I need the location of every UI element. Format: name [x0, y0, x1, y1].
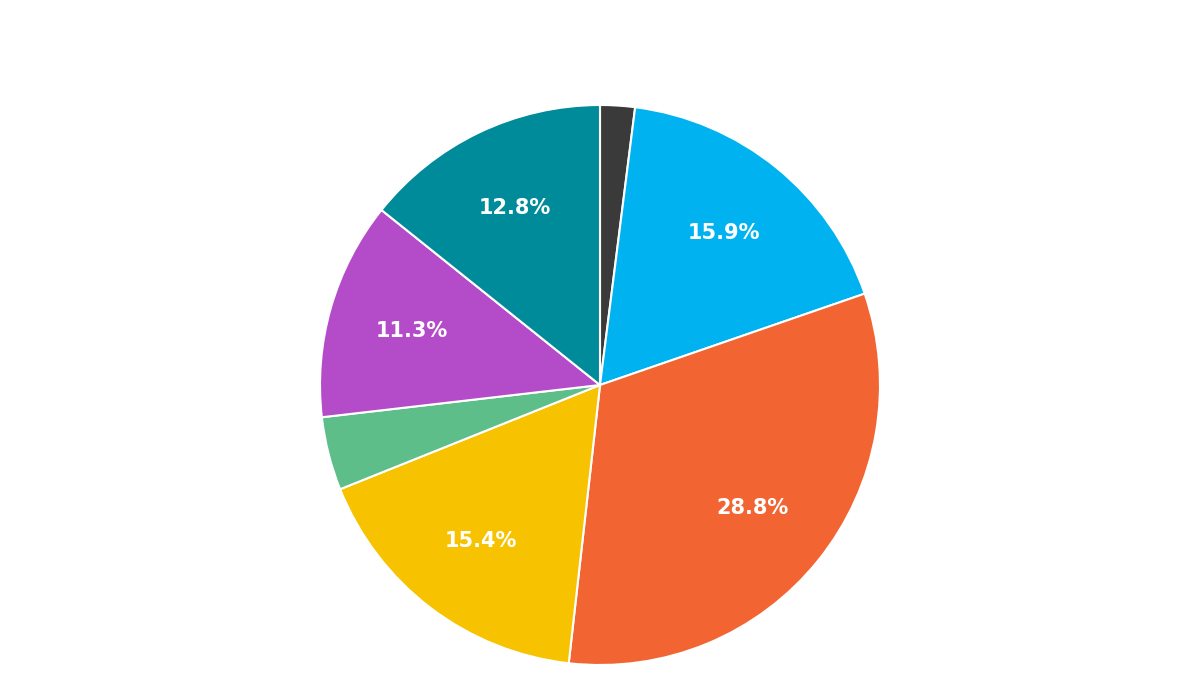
Wedge shape	[322, 385, 600, 489]
Text: 12.8%: 12.8%	[479, 198, 551, 218]
Wedge shape	[569, 293, 880, 665]
Wedge shape	[600, 107, 865, 385]
Wedge shape	[320, 210, 600, 417]
Text: 11.3%: 11.3%	[376, 321, 448, 341]
Wedge shape	[340, 385, 600, 663]
Text: 28.8%: 28.8%	[716, 498, 790, 517]
Wedge shape	[382, 105, 600, 385]
Text: 15.4%: 15.4%	[445, 531, 517, 551]
Wedge shape	[600, 105, 635, 385]
Text: 15.9%: 15.9%	[688, 223, 760, 243]
